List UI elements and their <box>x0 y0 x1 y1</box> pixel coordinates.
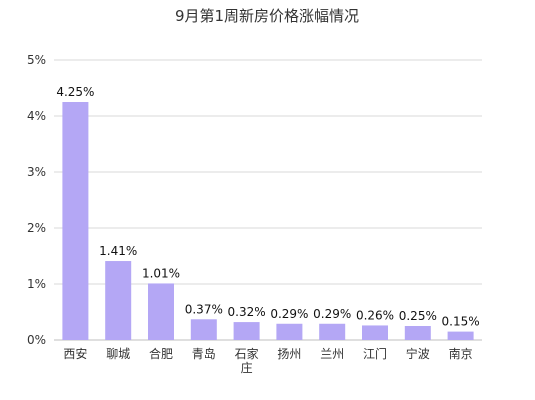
y-tick-label: 5% <box>27 53 46 67</box>
x-tick-label: 江门 <box>363 346 387 361</box>
x-tick-label: 合肥 <box>149 346 173 361</box>
data-label: 0.26% <box>356 308 394 322</box>
bar <box>362 325 388 340</box>
data-label: 1.41% <box>99 244 137 258</box>
bars <box>62 102 474 340</box>
x-tick-label: 兰州 <box>320 347 344 361</box>
x-tick-label: 聊城 <box>106 347 130 361</box>
data-label: 0.15% <box>442 315 480 329</box>
bar <box>233 322 260 340</box>
data-labels: 4.25% 1.41% 1.01% 0.37% 0.32% 0.29% 0.29% 0.26%… <box>56 85 479 329</box>
x-tick-label: 石家 <box>235 346 259 361</box>
y-tick-label: 0% <box>27 333 46 347</box>
x-tick-label: 西安 <box>63 346 87 361</box>
bar <box>62 102 89 340</box>
x-tick-label: 青岛 <box>192 346 216 361</box>
bar <box>148 283 174 340</box>
chart-title: 9月第1周新房价格涨幅情况 <box>175 7 359 25</box>
y-tick-label: 4% <box>27 109 46 123</box>
bar <box>276 323 303 340</box>
data-label: 1.01% <box>142 266 180 280</box>
x-tick-label: 南京 <box>449 346 473 361</box>
x-tick-label: 宁波 <box>406 346 430 361</box>
y-tick-label: 3% <box>27 165 46 179</box>
x-tick-label: 庄 <box>241 360 253 375</box>
data-label: 0.29% <box>313 307 351 321</box>
bar <box>404 326 431 340</box>
data-label: 0.25% <box>399 309 437 323</box>
data-label: 0.29% <box>270 307 308 321</box>
bar <box>190 319 217 340</box>
y-tick-label: 1% <box>27 277 46 291</box>
y-axis-ticks: 0% 1% 2% 3% 4% 5% <box>27 53 46 347</box>
data-label: 0.37% <box>185 302 223 316</box>
data-label: 0.32% <box>228 305 266 319</box>
y-tick-label: 2% <box>27 221 46 235</box>
bar <box>319 323 346 340</box>
x-tick-label: 扬州 <box>277 346 301 361</box>
bar <box>447 331 474 340</box>
x-axis-labels: 西安 聊城 合肥 青岛 石家庄 扬州 兰州 江门 宁波 南京 <box>63 346 472 375</box>
bar <box>105 261 132 340</box>
data-label: 4.25% <box>56 85 94 99</box>
